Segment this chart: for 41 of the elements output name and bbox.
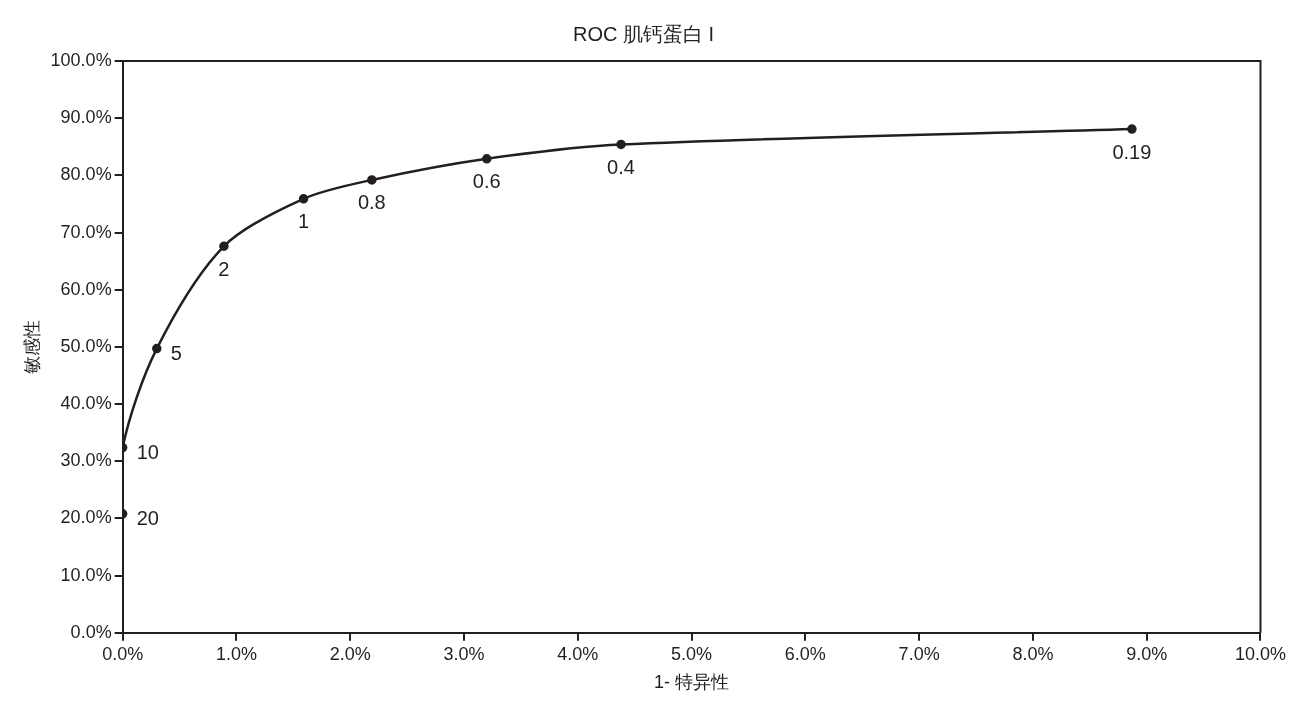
x-tick-label: 6.0% — [784, 643, 826, 664]
y-tick-label: 100.0% — [50, 49, 112, 70]
annotation: 0.6 — [472, 170, 501, 193]
point — [367, 175, 377, 185]
y-tick-label: 60.0% — [60, 278, 112, 299]
point — [152, 343, 162, 354]
x-tick-label: 0.0% — [102, 643, 144, 664]
x-tick-label: 1.0% — [215, 643, 257, 664]
x-tick-label: 9.0% — [1126, 643, 1168, 664]
y-tick-label: 20.0% — [60, 507, 112, 528]
x-tick-label: 5.0% — [671, 643, 713, 664]
point — [298, 194, 309, 204]
annotation: 0.4 — [607, 156, 635, 178]
point — [1127, 124, 1137, 134]
x-tick-label: 8.0% — [1012, 643, 1054, 664]
y-tick-label: 70.0% — [60, 221, 112, 242]
point — [616, 139, 626, 150]
x-tick-label: 4.0% — [557, 643, 599, 664]
y-tick-label: 90.0% — [60, 107, 112, 128]
point — [482, 154, 492, 164]
annotation: 1 — [298, 210, 310, 233]
point — [219, 241, 229, 252]
y-axis-title: 敏感性 — [21, 319, 42, 374]
y-tick-label: 0.0% — [70, 621, 112, 642]
x-axis-title: 1- 特异性 — [654, 672, 730, 693]
y-tick-label: 40.0% — [60, 393, 112, 414]
annotation: 10 — [136, 441, 159, 464]
annotation: 5 — [170, 342, 182, 365]
x-tick-label: 2.0% — [329, 643, 371, 664]
y-tick-label: 50.0% — [60, 335, 112, 356]
annotation: 0.19 — [1112, 140, 1152, 163]
annotation: 2 — [218, 257, 230, 280]
y-tick-label: 30.0% — [60, 450, 112, 471]
y-tick-label: 10.0% — [60, 564, 112, 585]
x-tick-label: 7.0% — [898, 643, 940, 664]
annotation: 0.8 — [357, 191, 386, 214]
x-tick-label: 10.0% — [1234, 643, 1286, 664]
annotation: 20 — [136, 507, 159, 530]
y-tick-label: 80.0% — [60, 164, 112, 185]
x-tick-label: 3.0% — [443, 643, 485, 664]
chart-title: ROC 肌钙蛋白 I — [572, 22, 715, 45]
